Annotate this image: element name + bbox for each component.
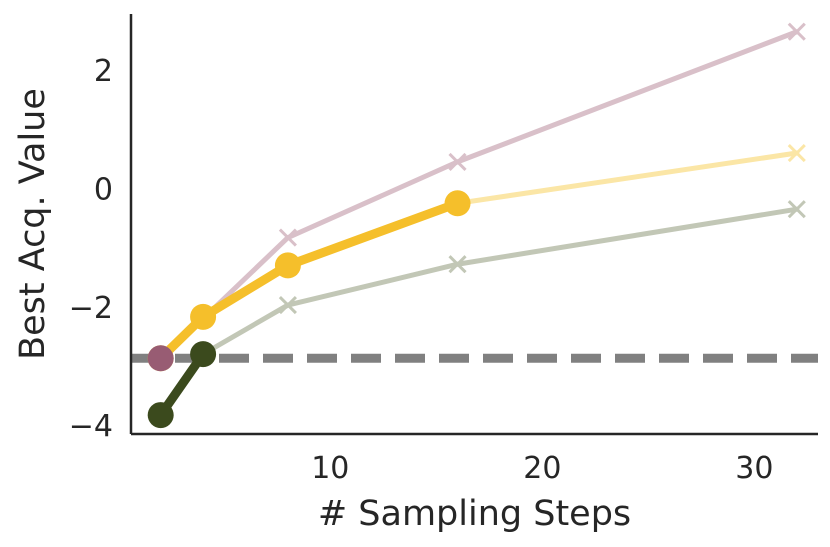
- y-axis-ticks: 2 0 −2 −4: [69, 54, 113, 444]
- y-tick-label: −4: [69, 409, 113, 444]
- x-axis-ticks: 10 20 30: [311, 451, 773, 486]
- series-line: [156, 198, 463, 363]
- series: [147, 345, 174, 372]
- y-tick-label: 2: [94, 54, 113, 89]
- data-point: [190, 341, 217, 368]
- data-point-stroke: [448, 255, 467, 274]
- data-point-stroke: [278, 295, 297, 315]
- data-point-stroke: [787, 22, 806, 41]
- series-line: [158, 206, 800, 418]
- series: [151, 22, 806, 368]
- series-line: [158, 150, 800, 361]
- data-point: [787, 143, 806, 163]
- data-point: [147, 345, 174, 372]
- series-layer: [131, 22, 818, 429]
- x-axis-label: # Sampling Steps: [318, 494, 631, 534]
- series: [151, 200, 806, 425]
- data-point: [278, 295, 297, 315]
- data-point: [278, 228, 297, 247]
- y-axis-label: Best Acq. Value: [13, 88, 53, 360]
- x-tick-label: 20: [523, 451, 561, 486]
- data-point: [190, 303, 217, 330]
- data-point-stroke: [448, 152, 467, 171]
- y-tick-label: −2: [69, 291, 113, 326]
- data-point-stroke: [787, 200, 806, 219]
- y-tick-label: 0: [94, 173, 113, 208]
- x-tick-label: 30: [735, 451, 773, 486]
- data-point: [448, 255, 467, 274]
- data-point: [787, 200, 806, 219]
- data-point: [444, 190, 471, 217]
- data-point-stroke: [787, 143, 806, 163]
- data-point: [147, 402, 174, 429]
- data-point: [274, 252, 301, 279]
- x-tick-label: 10: [311, 451, 349, 486]
- data-point: [448, 152, 467, 171]
- data-point-stroke: [278, 228, 297, 247]
- data-point: [787, 22, 806, 41]
- series: [151, 143, 806, 368]
- series: [147, 341, 217, 429]
- series-line: [158, 29, 800, 361]
